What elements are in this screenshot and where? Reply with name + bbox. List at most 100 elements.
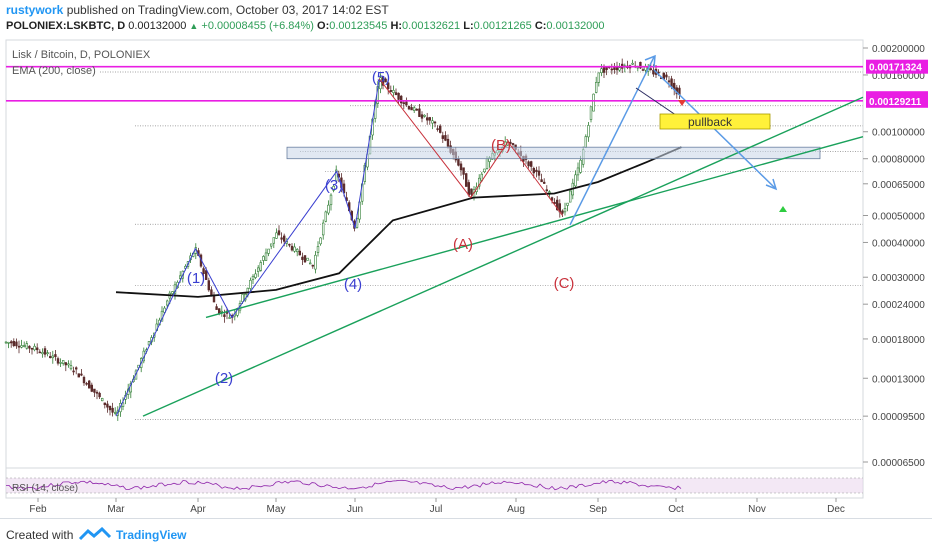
candle-body: [329, 194, 333, 206]
candle-body: [220, 310, 223, 313]
time-tick-label: Jul: [430, 504, 443, 515]
candle-body: [95, 391, 99, 394]
corrective-label: (C): [554, 275, 575, 292]
trendline-short: [205, 136, 864, 319]
candle-body: [550, 197, 554, 201]
candle-body: [420, 114, 424, 119]
candle-body: [288, 243, 291, 246]
candle-body: [665, 74, 668, 78]
price-tick-label: 0.00006500: [872, 458, 925, 469]
candle-body: [90, 384, 94, 392]
candle-body: [298, 250, 301, 256]
candle-body: [394, 92, 398, 95]
candle-body: [256, 267, 260, 272]
price-axis[interactable]: 0.00200000 0.00160000 0.00100000 0.00080000…: [863, 44, 925, 469]
candle-body: [412, 107, 416, 111]
candle-body: [527, 161, 530, 167]
publish-info: published on TradingView.com, October 03…: [66, 3, 389, 17]
time-tick-label: Jun: [347, 504, 363, 515]
candle-body: [41, 352, 44, 355]
candle-body: [594, 82, 598, 93]
candle-body: [540, 179, 543, 183]
open-value: 0.00123545: [329, 20, 388, 32]
candle-body: [457, 158, 460, 166]
candle-body: [425, 117, 429, 121]
candle-body: [267, 248, 270, 254]
candle-body: [402, 102, 405, 104]
candle-body: [241, 294, 244, 303]
candle-body: [631, 62, 634, 65]
candle-body: [563, 208, 567, 213]
candle-body: [446, 138, 450, 147]
candle-body: [324, 211, 327, 222]
candle-body: [7, 341, 10, 344]
candle-body: [584, 136, 588, 148]
candle-body: [210, 289, 213, 296]
price-badge-label: 0.00171324: [869, 63, 922, 74]
horizontal-levels: [100, 71, 863, 420]
candle-body: [545, 189, 549, 191]
price-badge: [866, 93, 928, 108]
candle-body: [218, 308, 221, 314]
author-username[interactable]: rustywork: [6, 3, 64, 17]
price-badge-label: 0.00129211: [869, 97, 922, 108]
time-axis[interactable]: Feb Mar Apr May Jun Jul Aug Sep Oct Nov Dec: [29, 498, 845, 515]
price-tick-label: 0.00030000: [872, 273, 925, 284]
candle-body: [293, 246, 296, 252]
candle-body: [649, 68, 653, 70]
symbol-name: POLONIEX:LSKBTC, D: [6, 20, 126, 32]
symbol-line: POLONIEX:LSKBTC, D 0.00132000 ▲ +0.00008…: [6, 20, 605, 32]
candle-body: [56, 358, 60, 364]
candle-body: [639, 61, 642, 69]
publish-line: rustywork published on TradingView.com, …: [6, 3, 389, 17]
close-label: C:: [534, 20, 547, 32]
price-badge: [866, 59, 928, 74]
candle-body: [69, 365, 73, 370]
wave-label: (3): [325, 177, 343, 194]
chart-frame: [5, 39, 864, 499]
candle-body: [275, 232, 278, 239]
price-change: +0.00008455 (+6.84%): [201, 20, 314, 32]
candle-body: [579, 159, 582, 173]
candle-body: [30, 347, 34, 350]
candle-body: [459, 163, 463, 171]
candle-body: [467, 182, 470, 196]
time-tick-label: Mar: [107, 504, 125, 515]
time-tick-label: Oct: [668, 504, 684, 515]
candle-body: [470, 188, 473, 195]
candle-body: [12, 340, 15, 346]
candle-body: [301, 256, 304, 260]
candle-body: [397, 92, 400, 100]
candle-body: [80, 373, 83, 376]
candle-body: [483, 168, 486, 173]
rsi-line: [6, 479, 682, 491]
candle-body: [587, 125, 590, 138]
candle-body: [477, 177, 481, 187]
open-label: O:: [317, 20, 330, 32]
candle-body: [17, 345, 21, 348]
candle-body: [436, 128, 439, 130]
price-chart[interactable]: 0.00200000 0.00160000 0.00100000 0.00080000…: [0, 0, 932, 518]
candle-body: [25, 343, 28, 349]
time-tick-label: Feb: [29, 504, 47, 515]
sell-marker-icon: [678, 100, 686, 106]
candle-body: [121, 402, 125, 407]
price-tick-label: 0.00100000: [872, 128, 925, 139]
candle-body: [254, 273, 257, 278]
candle-body: [33, 345, 36, 351]
candle-body: [407, 106, 411, 110]
candle-body: [555, 199, 559, 211]
candle-body: [423, 114, 426, 117]
candle-body: [61, 360, 65, 364]
pullback-box: [659, 113, 771, 130]
time-tick-label: Dec: [827, 504, 845, 515]
price-tick-label: 0.00024000: [872, 300, 925, 311]
candle-body: [415, 108, 418, 111]
candle-body: [311, 264, 314, 267]
low-label: L:: [463, 20, 474, 32]
tradingview-link[interactable]: TradingView: [116, 528, 187, 542]
ema-legend: EMA (200, close): [12, 65, 96, 77]
tradingview-logo-icon: [78, 527, 112, 541]
candle-body: [166, 300, 169, 306]
candle-body: [280, 237, 283, 240]
